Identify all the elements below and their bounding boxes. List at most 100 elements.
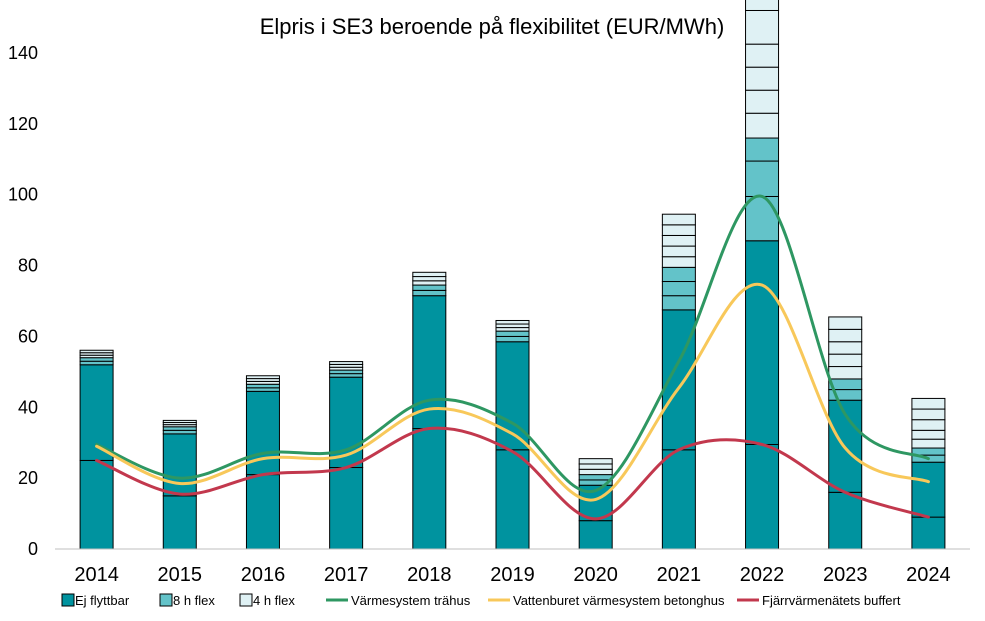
bar-segment <box>745 240 780 445</box>
bar-segment <box>578 520 613 550</box>
bar-segment <box>412 295 447 430</box>
bar-segment <box>162 419 197 424</box>
bar-segment <box>495 335 530 343</box>
bar-segment <box>911 408 946 421</box>
x-axis: 2014 2015 2016 2017 2018 2019 2020 2021 2022 2023… <box>74 564 950 586</box>
bar-segment <box>661 266 696 283</box>
bar-segment <box>245 387 280 392</box>
bar-segment <box>828 328 863 343</box>
bar-segment <box>329 373 364 378</box>
bar-segment <box>162 429 197 435</box>
bar-segment <box>245 383 280 389</box>
bar-segment <box>412 428 447 550</box>
bar-segment <box>745 112 780 139</box>
y-tick-label: 80 <box>18 256 38 276</box>
lines <box>95 194 930 521</box>
bar-segment <box>745 160 780 197</box>
bar-segment <box>828 366 863 380</box>
bar-segment <box>329 369 364 375</box>
bar-segment <box>578 463 613 470</box>
bar-segment <box>911 438 946 449</box>
legend-swatch <box>61 593 75 607</box>
x-tick-label: 2021 <box>657 564 702 586</box>
bar-segment <box>495 327 530 332</box>
x-tick-label: 2022 <box>740 564 785 586</box>
bar-segment <box>911 419 946 431</box>
series-line <box>95 282 930 502</box>
bar-segment <box>828 341 863 355</box>
legend-label: Värmesystem trähus <box>351 593 471 608</box>
bar-segment <box>79 357 114 362</box>
x-tick-label: 2020 <box>573 564 618 586</box>
legend-item: Värmesystem trähus <box>326 593 471 608</box>
bar-stack <box>661 213 696 550</box>
legend-item: Vattenburet värmesystem betonghus <box>488 593 725 608</box>
y-tick-label: 40 <box>18 397 38 417</box>
bar-segment <box>162 426 197 431</box>
bar-segment <box>661 245 696 258</box>
legend-item: Fjärrvärmenätets buffert <box>737 593 901 608</box>
bar-segment <box>745 43 780 68</box>
x-tick-label: 2019 <box>490 564 535 586</box>
bar-stack <box>745 0 780 550</box>
bar-segment <box>245 474 280 550</box>
bar-segment <box>578 474 613 481</box>
bar-segment <box>745 0 780 11</box>
bar-segment <box>828 316 863 330</box>
bar-segment <box>661 295 696 311</box>
bar-segment <box>911 461 946 518</box>
bar-segment <box>79 360 114 366</box>
bar-segment <box>661 281 696 297</box>
legend-item: Ej flyttbar <box>61 593 130 608</box>
bar-segment <box>661 234 696 247</box>
y-tick-label: 60 <box>18 326 38 346</box>
bar-segment <box>578 468 613 476</box>
bar-segment <box>661 449 696 550</box>
legend-label: Fjärrvärmenätets buffert <box>762 593 901 608</box>
bar-segment <box>162 495 197 550</box>
bar-segment <box>495 323 530 329</box>
x-tick-label: 2023 <box>823 564 868 586</box>
bar-segment <box>661 213 696 226</box>
bar-segment <box>162 433 197 497</box>
bar-segment <box>745 89 780 114</box>
bar-segment <box>412 276 447 282</box>
x-tick-label: 2018 <box>407 564 452 586</box>
bar-segment <box>329 467 364 550</box>
bar-segment <box>495 330 530 337</box>
legend-item: 8 h flex <box>159 593 215 608</box>
y-tick-label: 100 <box>8 185 38 205</box>
bar-segment <box>911 429 946 440</box>
chart-title: Elpris i SE3 beroende på flexibilitet (E… <box>260 14 725 39</box>
bar-segment <box>495 319 530 325</box>
bar-segment <box>79 349 114 354</box>
legend-label: 4 h flex <box>253 593 295 608</box>
x-tick-label: 2014 <box>74 564 119 586</box>
legend-swatch <box>239 593 253 607</box>
series-line <box>95 426 930 521</box>
series-line <box>95 194 930 494</box>
bar-segment <box>245 375 280 380</box>
bar-segment <box>79 459 114 550</box>
bar-segment <box>578 458 613 465</box>
bar-segment <box>828 491 863 550</box>
bar-stack <box>162 419 197 550</box>
legend: Ej flyttbar 8 h flex 4 h flex Värmesystem t… <box>61 593 901 608</box>
y-tick-label: 120 <box>8 114 38 134</box>
y-axis: 0 20 40 60 80 100 120 140 <box>8 43 38 559</box>
bar-segment <box>745 137 780 162</box>
bar-stack <box>578 458 613 550</box>
bar-segment <box>412 289 447 297</box>
y-tick-label: 140 <box>8 43 38 63</box>
legend-item: 4 h flex <box>239 593 295 608</box>
bar-segment <box>495 449 530 550</box>
bar-segment <box>911 397 946 410</box>
bar-segment <box>911 516 946 550</box>
legend-label: Ej flyttbar <box>75 593 130 608</box>
bar-segment <box>661 224 696 236</box>
x-tick-label: 2016 <box>241 564 286 586</box>
x-tick-label: 2024 <box>906 564 951 586</box>
bar-segment <box>745 195 780 242</box>
legend-swatch <box>159 593 173 607</box>
bar-segment <box>412 271 447 278</box>
